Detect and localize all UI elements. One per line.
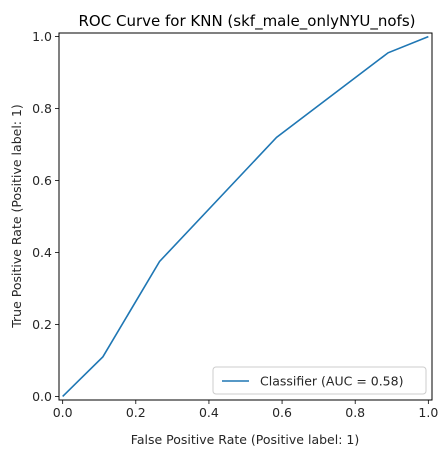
y-axis-label: True Positive Rate (Positive label: 1) xyxy=(9,104,24,329)
chart-title: ROC Curve for KNN (skf_male_onlyNYU_nofs… xyxy=(79,12,416,31)
x-tick-label: 0.8 xyxy=(345,405,365,420)
y-tick-label: 0.6 xyxy=(32,173,52,188)
x-tick-label: 0.0 xyxy=(53,405,73,420)
y-axis: 0.0 0.2 0.4 0.6 0.8 1.0 xyxy=(32,29,59,404)
y-tick-label: 0.2 xyxy=(32,317,52,332)
x-tick-label: 0.2 xyxy=(126,405,146,420)
roc-curve-line xyxy=(62,35,429,397)
x-tick-label: 0.6 xyxy=(272,405,292,420)
x-axis-label: False Positive Rate (Positive label: 1) xyxy=(131,432,359,447)
y-tick-label: 0.4 xyxy=(32,245,52,260)
y-tick-label: 0.0 xyxy=(32,389,52,404)
x-axis: 0.0 0.2 0.4 0.6 0.8 1.0 xyxy=(53,400,438,420)
legend: Classifier (AUC = 0.58) xyxy=(212,366,427,395)
x-tick-label: 0.4 xyxy=(199,405,219,420)
legend-label: Classifier (AUC = 0.58) xyxy=(260,374,403,389)
plot-area xyxy=(62,35,429,397)
x-tick-label: 1.0 xyxy=(418,405,438,420)
y-tick-label: 0.8 xyxy=(32,101,52,116)
legend-box xyxy=(212,366,427,395)
y-tick-label: 1.0 xyxy=(32,29,52,44)
plot-frame xyxy=(58,32,433,401)
